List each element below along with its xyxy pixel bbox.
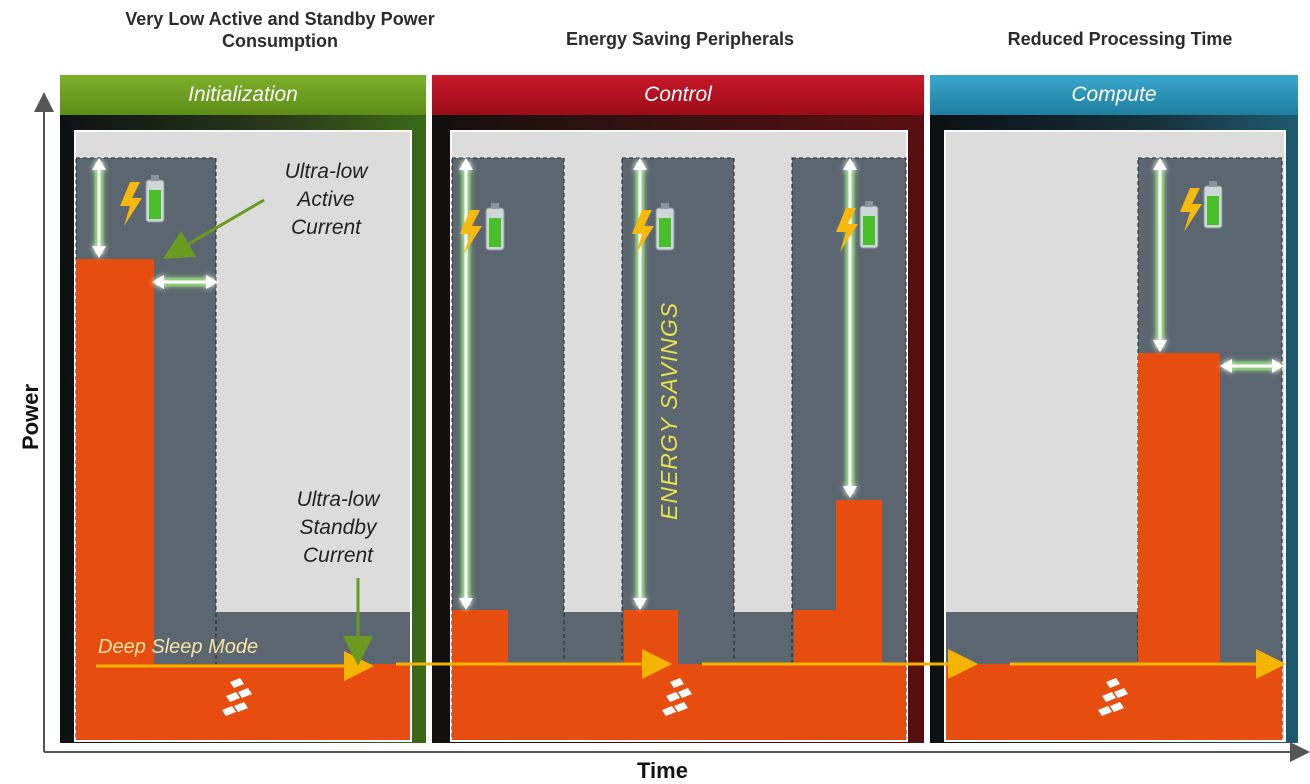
initialization-active-bar xyxy=(76,259,154,739)
panel-initialization-title: Initialization xyxy=(60,75,426,115)
active-current-label-2: Active xyxy=(295,188,354,211)
standby-current-label-3: Current xyxy=(303,544,374,567)
standby-current-label-1: Ultra-low xyxy=(297,488,382,511)
active-current-pointer xyxy=(162,198,265,260)
deep-sleep-arrows xyxy=(96,649,1286,681)
header-energy-saving: Energy Saving Peripherals xyxy=(565,29,795,49)
x-axis-label: Time xyxy=(637,758,688,783)
active-current-label-1: Ultra-low xyxy=(285,160,370,183)
deep-sleep-label: Deep Sleep Mode xyxy=(98,636,258,658)
double-arrow-icon xyxy=(92,158,1284,610)
header-processing-time: Reduced Processing Time xyxy=(1007,29,1233,49)
standby-current-label-2: Standby xyxy=(299,516,378,539)
initialization-standby-bar xyxy=(76,664,410,740)
panel-control-title: Control xyxy=(432,75,924,115)
control-standby-bar xyxy=(452,664,906,740)
freescale-logo-icon xyxy=(1098,678,1128,716)
header-low-power: Very Low Active and Standby Power Consum… xyxy=(125,9,435,51)
active-current-label-3: Current xyxy=(291,216,362,239)
panel-compute-title: Compute xyxy=(930,75,1298,115)
compute-slots xyxy=(946,157,1283,740)
energy-savings-label: ENERGY SAVINGS xyxy=(656,302,682,520)
battery-lightning-icon xyxy=(1180,181,1223,232)
freescale-logo-icon xyxy=(662,678,692,716)
freescale-logo-icon xyxy=(222,678,252,716)
battery-lightning-icon xyxy=(836,201,879,252)
battery-lightning-icon xyxy=(460,203,505,254)
battery-lightning-icon xyxy=(632,203,675,254)
compute-standby-bar xyxy=(946,664,1282,740)
battery-lightning-icon xyxy=(120,175,165,226)
